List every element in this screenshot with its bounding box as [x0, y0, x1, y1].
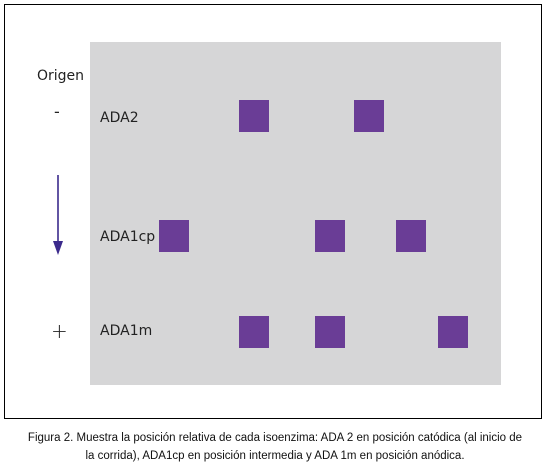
band-ada1cp-3 [396, 220, 426, 252]
anode-plus-sign: + [51, 319, 68, 343]
row-label-ada2: ADA2 [100, 110, 139, 126]
row-label-ada1cp: ADA1cp [100, 229, 156, 245]
origin-label: Origen [37, 68, 85, 84]
arrow-down-icon [53, 175, 63, 255]
band-ada1m-1 [239, 316, 269, 348]
band-ada1m-2 [315, 316, 345, 348]
row-label-ada1m: ADA1m [100, 323, 153, 339]
caption-line-2: la corrida), ADA1cp en posición intermed… [85, 450, 465, 462]
band-ada1m-3 [438, 316, 468, 348]
band-ada2-2 [354, 100, 384, 132]
figure-caption: Figura 2. Muestra la posición relativa d… [10, 429, 540, 465]
cathode-minus-sign: - [54, 102, 60, 121]
band-ada1cp-2 [315, 220, 345, 252]
caption-line-1: Figura 2. Muestra la posición relativa d… [27, 432, 523, 444]
band-ada1cp-1 [159, 220, 189, 252]
gel-background [90, 42, 501, 385]
band-ada2-1 [239, 100, 269, 132]
